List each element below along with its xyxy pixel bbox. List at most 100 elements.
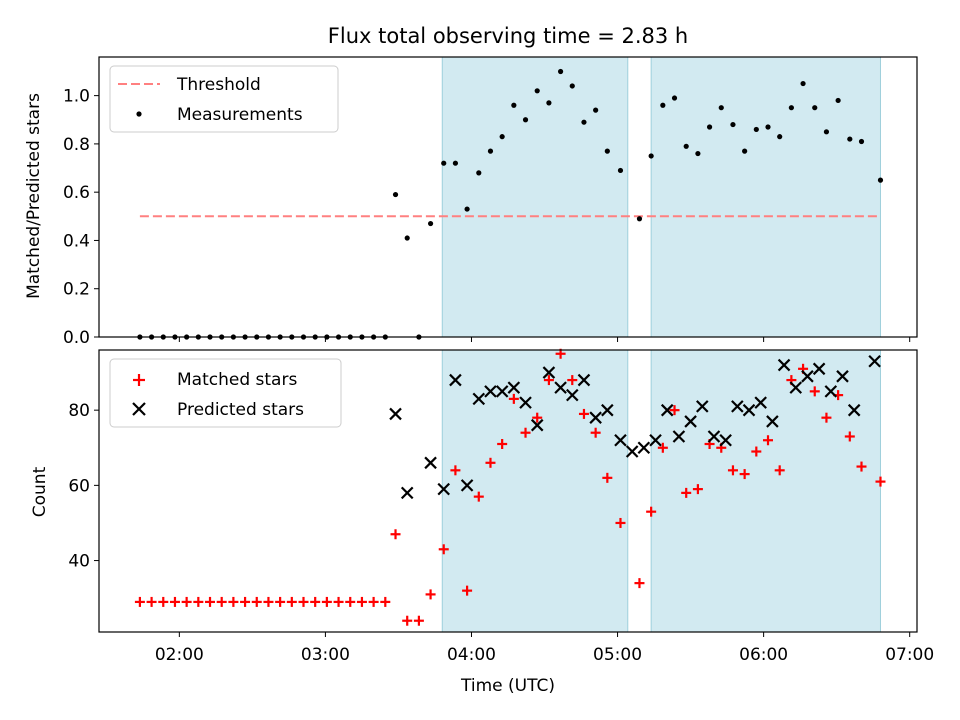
matched-star-point [567, 375, 578, 386]
x-tick-label: 06:00 [739, 645, 788, 665]
matched-star-point [275, 596, 286, 607]
x-tick-label: 05:00 [593, 645, 642, 665]
matched-star-point [402, 615, 413, 626]
legend-measurements-swatch [136, 111, 142, 117]
shaded-interval [441, 349, 629, 633]
measurement-point [877, 177, 884, 183]
predicted-star-point [801, 370, 814, 383]
legend-predicted-swatch [132, 402, 146, 416]
axes-frame-bottom [98, 349, 918, 633]
matched-star-point [169, 596, 180, 607]
predicted-star-point [400, 486, 414, 500]
legend-measurements-label: Measurements [177, 105, 303, 125]
legend-top: Threshold Measurements [109, 65, 339, 133]
predicted-star-point [484, 385, 497, 398]
measurement-point [788, 105, 794, 111]
measurement-point [546, 100, 552, 106]
y-ticks-top: 0.0 0.2 0.4 0.6 0.8 1.0 [63, 87, 99, 348]
measurement-point [812, 105, 818, 111]
matched-star-point [602, 472, 613, 483]
matched-star-point [228, 596, 239, 607]
predicted-star-point [389, 407, 402, 421]
matched-star-point [298, 596, 309, 607]
matched-star-point [681, 487, 692, 498]
predicted-star-point [424, 456, 437, 470]
measurement-point [487, 148, 494, 154]
matched-star-point [520, 427, 531, 438]
legend-box [109, 358, 342, 428]
matched-star-point [532, 412, 543, 423]
x-axis-label: Time (UTC) [460, 676, 555, 696]
measurement-point [706, 124, 713, 130]
measurement-point [534, 88, 540, 94]
measurement-point [499, 134, 505, 140]
predicted-star-point [719, 433, 732, 447]
measurement-point [718, 105, 724, 111]
predicted-star-point [507, 381, 521, 394]
measurement-point [765, 124, 771, 130]
legend-box [109, 65, 339, 133]
x-tick-label: 03:00 [301, 645, 350, 665]
matched-star-point [310, 596, 321, 607]
predicted-star-point [554, 381, 567, 394]
measurement-point [581, 119, 587, 125]
measurement-point [392, 191, 399, 198]
matched-star-point [875, 476, 886, 487]
x-ticks-bottom: 02:00 03:00 04:00 05:00 06:00 07:00 [155, 632, 934, 665]
x-ticks-top [178, 337, 911, 342]
panel-counts: 40 60 80 02:00 03:00 04:00 05:00 06:00 07:00 Co… [30, 348, 934, 696]
measurement-point [617, 167, 624, 174]
matched-star-point [158, 596, 169, 607]
x-tick-label: 04:00 [447, 645, 496, 665]
matched-star-point [321, 596, 332, 607]
predicted-star-point [495, 385, 509, 398]
matched-star-point [251, 596, 262, 607]
predicted-star-point [577, 373, 591, 387]
matched-star-point [473, 491, 484, 502]
measurement-point [730, 121, 736, 128]
shaded-interval [441, 56, 629, 338]
matched-star-point [615, 517, 626, 528]
predicted-star-point [777, 358, 791, 372]
matched-star-point [821, 412, 832, 423]
y-ticks-bottom: 40 60 80 [68, 401, 99, 572]
measurement-point [404, 235, 410, 241]
y-tick-label: 80 [68, 401, 90, 421]
shaded-intervals [441, 56, 881, 338]
matched-star-point [508, 393, 519, 404]
predicted-star-point [542, 366, 556, 379]
predicted-star-point [660, 403, 674, 417]
measurement-point [452, 160, 459, 166]
x-tick-label: 02:00 [155, 645, 204, 665]
matched-star-point [590, 427, 601, 438]
axes-frame-top [98, 56, 918, 338]
matched-star-point [774, 465, 785, 476]
y-tick-label: 0.2 [63, 280, 90, 300]
predicted-star-point [625, 445, 639, 458]
matched-star-point [634, 578, 645, 589]
measurement-point [648, 153, 654, 159]
matched-star-point [657, 442, 668, 453]
shaded-interval [650, 56, 881, 338]
matched-star-point [181, 596, 192, 607]
predicted-star-point [460, 479, 474, 492]
matched-star-point [438, 544, 449, 555]
measurement-point [522, 117, 529, 123]
matched-star-point [462, 585, 473, 596]
predicted-star-point [565, 388, 579, 402]
matched-star-point [739, 469, 750, 480]
measurement-point [823, 129, 830, 135]
measurement-point [464, 206, 470, 212]
matched-star-point [497, 439, 508, 449]
y-axis-label-top: Matched/Predicted stars [24, 93, 44, 299]
predicted-star-point [789, 381, 803, 394]
matched-star-point [727, 465, 738, 476]
predicted-star-point [766, 415, 779, 428]
matched-star-point [356, 596, 367, 607]
measurement-point [835, 97, 841, 104]
predicted-star-point [472, 392, 486, 406]
matched-star-point [809, 386, 820, 397]
y-tick-label: 40 [68, 552, 90, 572]
measurement-point [441, 160, 447, 166]
matched-star-point [286, 596, 297, 607]
